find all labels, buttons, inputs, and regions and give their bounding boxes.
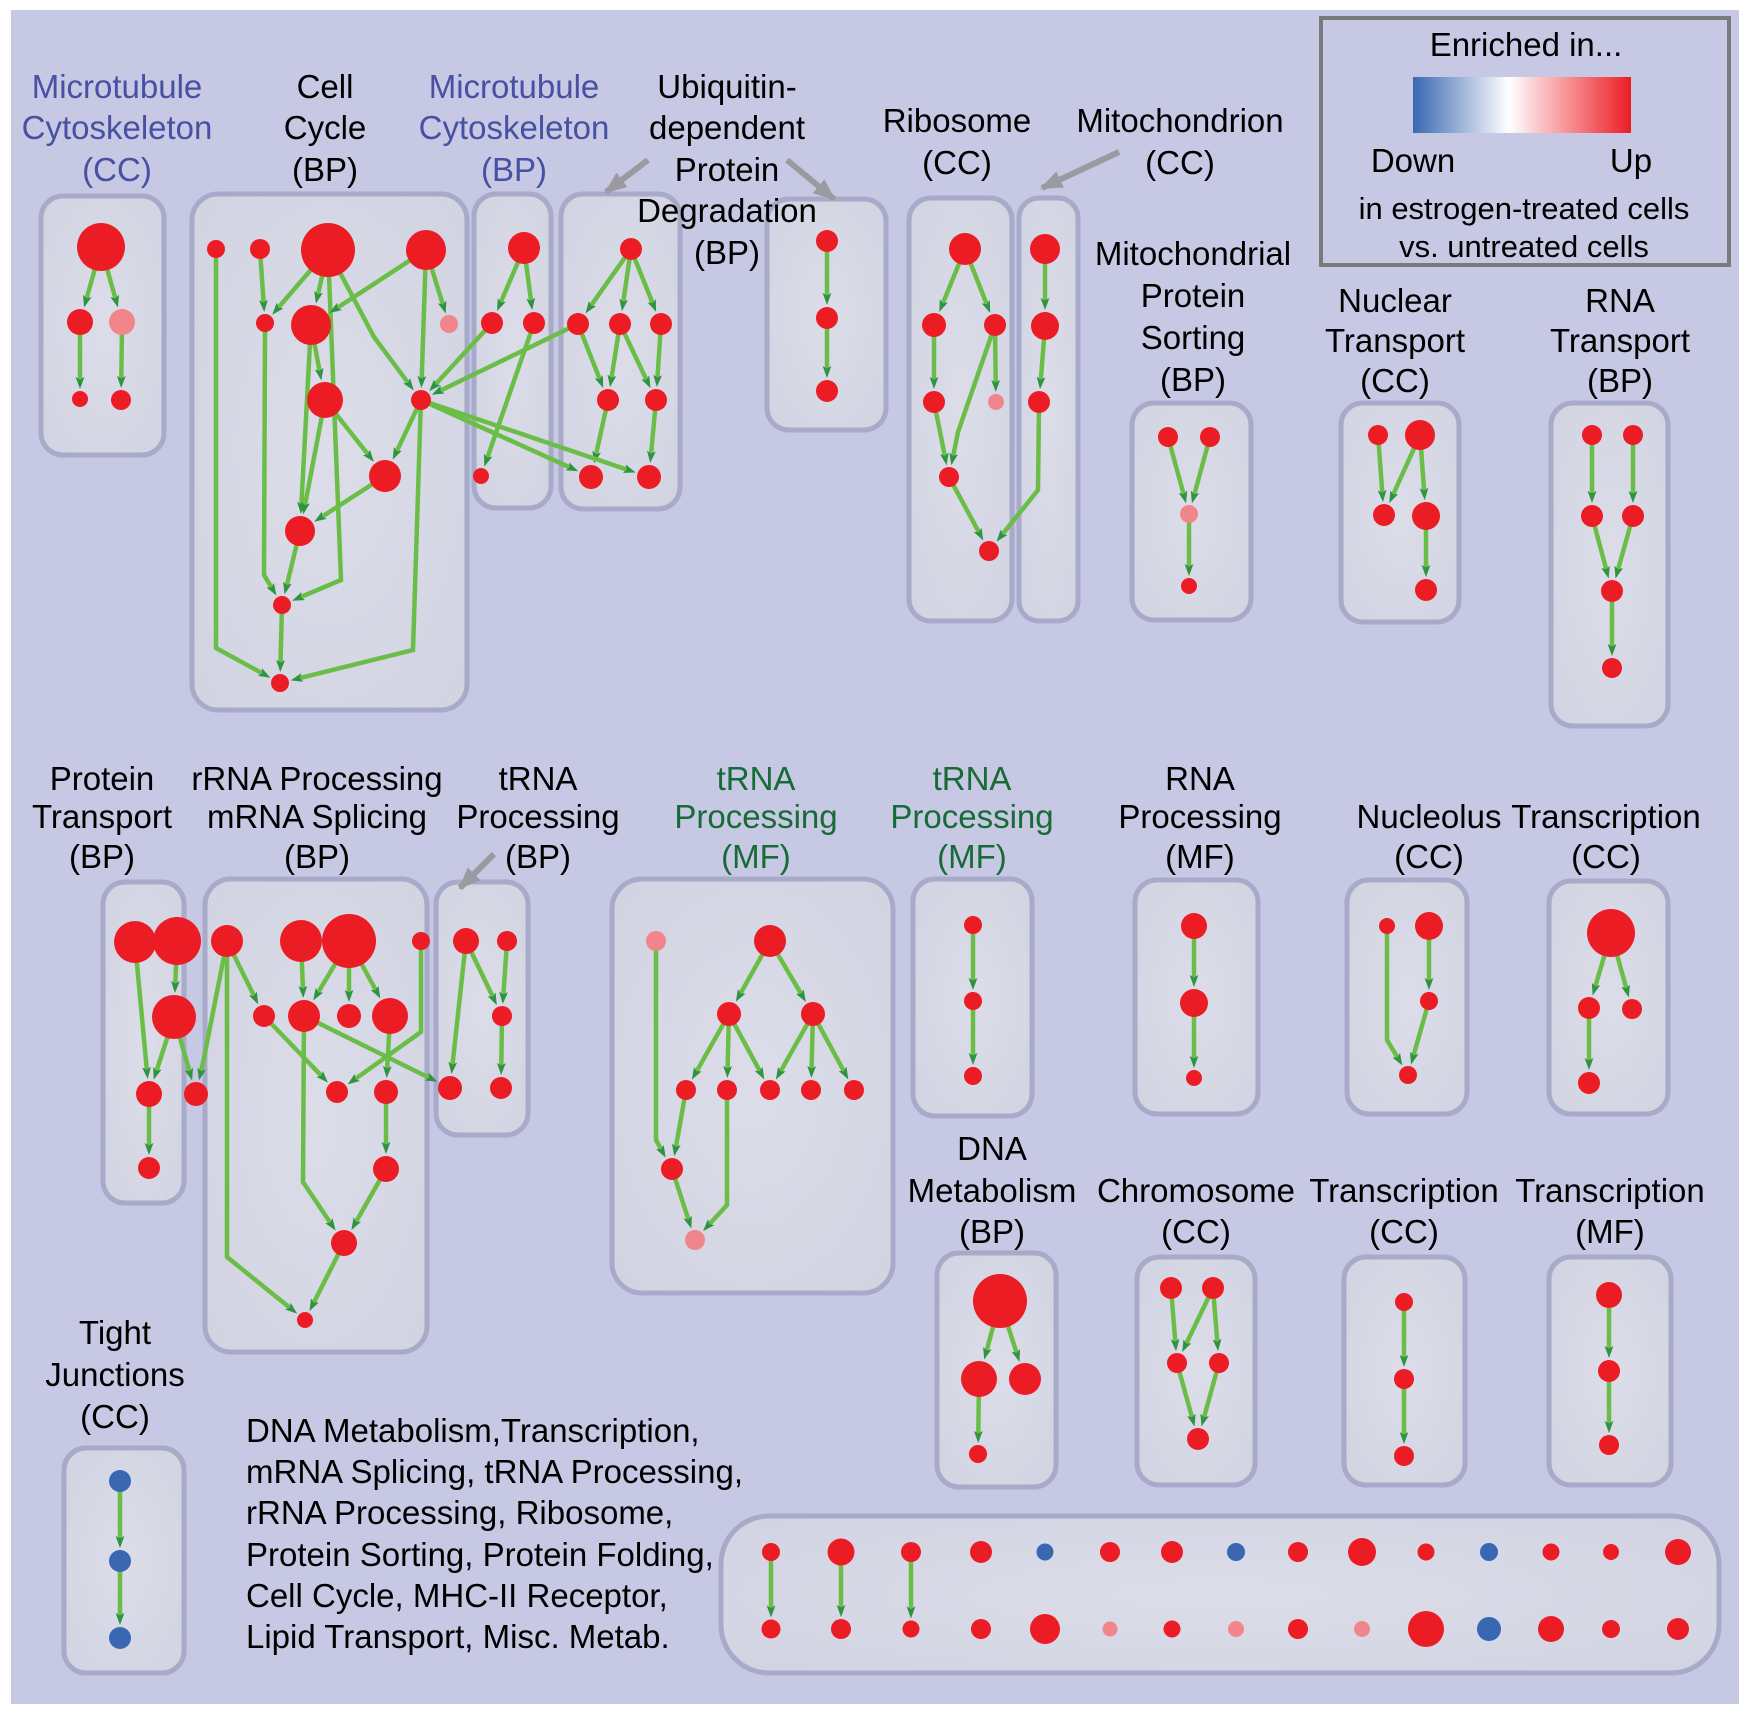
svg-text:Enriched in...: Enriched in... [1430,26,1623,63]
svg-text:(MF): (MF) [1575,1213,1645,1250]
svg-text:(CC): (CC) [1161,1213,1231,1250]
svg-text:DNA: DNA [957,1130,1027,1167]
svg-text:Up: Up [1610,142,1652,179]
svg-text:(CC): (CC) [1360,362,1430,399]
svg-text:(CC): (CC) [1571,838,1641,875]
svg-text:Degradation: Degradation [637,192,817,229]
svg-text:(BP): (BP) [292,151,358,188]
svg-text:(BP): (BP) [505,838,571,875]
svg-text:Cell Cycle, MHC-II Receptor,: Cell Cycle, MHC-II Receptor, [246,1577,668,1614]
svg-text:Cytoskeleton: Cytoskeleton [419,109,610,146]
svg-text:tRNA: tRNA [933,760,1012,797]
svg-text:Transcription: Transcription [1309,1172,1499,1209]
svg-text:Junctions: Junctions [45,1356,184,1393]
svg-text:(CC): (CC) [1145,144,1215,181]
svg-text:Processing: Processing [890,798,1053,835]
svg-text:Mitochondrion: Mitochondrion [1076,102,1283,139]
svg-text:Cycle: Cycle [284,109,367,146]
svg-text:Processing: Processing [456,798,619,835]
svg-text:(BP): (BP) [1160,361,1226,398]
svg-text:(CC): (CC) [922,144,992,181]
svg-text:(BP): (BP) [694,234,760,271]
svg-text:(BP): (BP) [481,151,547,188]
svg-text:Microtubule: Microtubule [429,68,600,105]
svg-text:Down: Down [1371,142,1455,179]
svg-text:(BP): (BP) [959,1213,1025,1250]
svg-text:Transport: Transport [1325,322,1465,359]
svg-text:(MF): (MF) [1165,838,1235,875]
svg-text:Transport: Transport [1550,322,1690,359]
svg-text:Transcription: Transcription [1511,798,1701,835]
svg-text:Metabolism: Metabolism [908,1172,1077,1209]
svg-text:in estrogen-treated cells: in estrogen-treated cells [1359,191,1690,226]
svg-text:(BP): (BP) [284,838,350,875]
svg-text:(MF): (MF) [721,838,791,875]
svg-text:Tight: Tight [79,1314,151,1351]
svg-text:(BP): (BP) [1587,362,1653,399]
svg-text:Ubiquitin-: Ubiquitin- [657,68,796,105]
svg-text:Nucleolus: Nucleolus [1357,798,1502,835]
svg-text:(BP): (BP) [69,838,135,875]
svg-text:tRNA: tRNA [717,760,796,797]
svg-text:Protein: Protein [1141,277,1246,314]
svg-text:mRNA Splicing, tRNA Processing: mRNA Splicing, tRNA Processing, [246,1453,743,1490]
svg-text:Cell: Cell [297,68,354,105]
svg-text:Transport: Transport [32,798,172,835]
svg-text:(CC): (CC) [80,1398,150,1435]
svg-text:RNA: RNA [1165,760,1235,797]
svg-text:Nuclear: Nuclear [1338,282,1452,319]
svg-text:mRNA Splicing: mRNA Splicing [207,798,427,835]
svg-text:vs. untreated cells: vs. untreated cells [1399,229,1649,264]
svg-text:(CC): (CC) [82,151,152,188]
svg-text:(CC): (CC) [1394,838,1464,875]
svg-text:Mitochondrial: Mitochondrial [1095,235,1291,272]
svg-text:dependent: dependent [649,109,805,146]
svg-text:Lipid Transport, Misc. Metab.: Lipid Transport, Misc. Metab. [246,1618,670,1655]
svg-text:Protein: Protein [50,760,155,797]
svg-text:Transcription: Transcription [1515,1172,1705,1209]
svg-text:Ribosome: Ribosome [883,102,1032,139]
svg-text:DNA Metabolism,Transcription,: DNA Metabolism,Transcription, [246,1412,700,1449]
svg-text:Processing: Processing [1118,798,1281,835]
svg-text:Protein: Protein [675,151,780,188]
svg-text:Cytoskeleton: Cytoskeleton [22,109,213,146]
svg-text:RNA: RNA [1585,282,1655,319]
svg-text:rRNA Processing, Ribosome,: rRNA Processing, Ribosome, [246,1494,673,1531]
svg-text:(CC): (CC) [1369,1213,1439,1250]
svg-text:Sorting: Sorting [1141,319,1246,356]
svg-text:tRNA: tRNA [499,760,578,797]
svg-text:Chromosome: Chromosome [1097,1172,1295,1209]
svg-text:rRNA Processing: rRNA Processing [191,760,442,797]
svg-text:Microtubule: Microtubule [32,68,203,105]
svg-text:Protein Sorting, Protein Foldi: Protein Sorting, Protein Folding, [246,1536,714,1573]
svg-text:(MF): (MF) [937,838,1007,875]
svg-text:Processing: Processing [674,798,837,835]
